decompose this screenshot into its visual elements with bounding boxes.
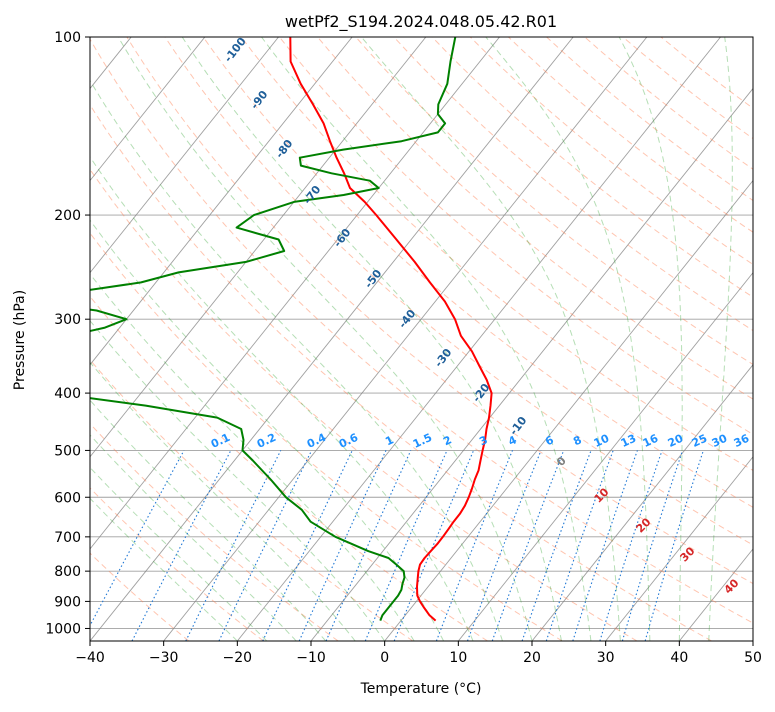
- y-tick-label: 900: [54, 594, 81, 610]
- y-tick-label: 700: [54, 530, 81, 546]
- x-tick-label: 10: [449, 650, 467, 666]
- y-axis-label: Pressure (hPa): [12, 290, 28, 390]
- x-tick-label: −30: [149, 650, 179, 666]
- x-tick-label: 30: [597, 650, 615, 666]
- x-tick-label: −20: [223, 650, 253, 666]
- y-tick-label: 200: [54, 208, 81, 224]
- y-tick-label: 100: [54, 30, 81, 46]
- y-tick-label: 500: [54, 443, 81, 459]
- y-tick-label: 1000: [45, 621, 81, 637]
- x-tick-label: 20: [523, 650, 541, 666]
- y-tick-label: 800: [54, 564, 81, 580]
- x-tick-label: −40: [75, 650, 105, 666]
- x-tick-label: 0: [380, 650, 389, 666]
- y-tick-label: 600: [54, 490, 81, 506]
- x-tick-label: −10: [296, 650, 326, 666]
- chart-title: wetPf2_S194.2024.048.05.42.R01: [285, 12, 557, 32]
- y-tick-label: 400: [54, 386, 81, 402]
- x-tick-label: 40: [670, 650, 688, 666]
- x-tick-label: 50: [744, 650, 762, 666]
- y-tick-label: 300: [54, 312, 81, 328]
- x-axis-label: Temperature (°C): [360, 681, 482, 697]
